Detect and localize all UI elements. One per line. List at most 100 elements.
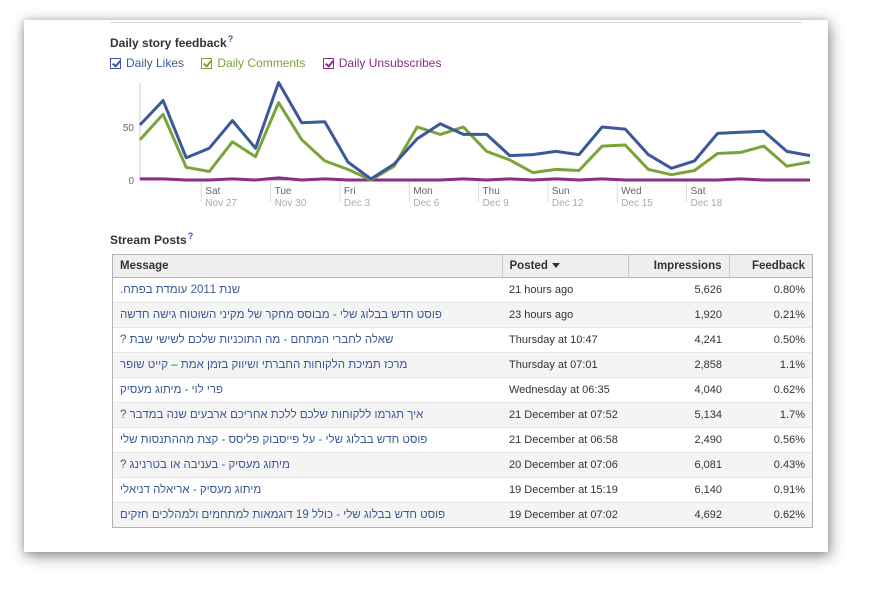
post-time: 21 December at 07:52 — [502, 402, 628, 428]
x-tick-day: Sun — [552, 186, 570, 197]
post-impressions: 5,134 — [628, 402, 729, 428]
post-time: Thursday at 07:01 — [502, 352, 628, 378]
legend-daily-likes[interactable]: Daily Likes — [110, 56, 184, 70]
series-line-daily-likes — [138, 81, 811, 181]
table-row: פרי לוי - מיתוג מעסיק Wednesday at 06:35 4… — [113, 377, 812, 403]
post-feedback: 0.80% — [729, 277, 812, 303]
table-row: מיתוג מעסיק - בעניבה או בטרנינג ? 20 Dece… — [113, 452, 812, 478]
x-tick-day: Wed — [621, 186, 641, 197]
x-tick-day: Sat — [205, 186, 220, 197]
series-line-daily-unsubscribes — [140, 176, 810, 182]
post-impressions: 4,040 — [628, 377, 729, 403]
sort-desc-icon — [551, 263, 560, 269]
post-time: 19 December at 15:19 — [502, 477, 628, 503]
stream-posts-table: Message Posted Impressions Feedback שנת … — [112, 254, 813, 528]
feedback-section-title: Daily story feedback? — [110, 34, 233, 50]
x-tick-day: Mon — [413, 186, 432, 197]
x-tick-date: Dec 15 — [621, 198, 653, 209]
x-tick-date: Dec 9 — [483, 198, 510, 209]
x-tick-date: Nov 27 — [205, 198, 237, 209]
table-row: פוסט חדש בבלוג שלי - כולל 19 דוגמאות למת… — [113, 502, 812, 527]
post-time: 19 December at 07:02 — [502, 502, 628, 527]
post-time: 21 December at 06:58 — [502, 427, 628, 453]
x-tick-date: Dec 18 — [690, 198, 722, 209]
post-impressions: 5,626 — [628, 277, 729, 303]
table-header-row: Message Posted Impressions Feedback — [113, 255, 812, 278]
col-message-label: Message — [120, 260, 169, 272]
x-tick-date: Dec 12 — [552, 198, 584, 209]
x-tick-date: Dec 6 — [413, 198, 440, 209]
y-tick-label: 0 — [128, 176, 134, 187]
post-message-link[interactable]: פרי לוי - מיתוג מעסיק — [113, 377, 502, 403]
table-row: מיתוג מעסיק - אריאלה דניאלי 19 December a… — [113, 477, 812, 503]
x-tick-day: Fri — [344, 186, 356, 197]
feedback-title: Daily story feedback — [110, 36, 227, 50]
col-posted-label: Posted — [509, 260, 548, 272]
post-message-link[interactable]: שנת 2011 עומדת בפתח. — [113, 277, 502, 303]
post-feedback: 1.1% — [729, 352, 812, 378]
col-impressions[interactable]: Impressions — [627, 255, 729, 278]
table-row: איך תגרמו ללקוחות שלכם ללכת אחריכם ארבעי… — [113, 402, 812, 428]
post-message-link[interactable]: פוסט חדש בבלוג שלי - מבוסס מחקר של מקיני… — [113, 302, 502, 328]
y-tick-label: 50 — [123, 123, 135, 134]
legend-daily-unsubscribes[interactable]: Daily Unsubscribes — [322, 56, 442, 70]
post-impressions: 4,692 — [628, 502, 729, 527]
post-message-link[interactable]: פוסט חדש בבלוג שלי - כולל 19 דוגמאות למת… — [113, 502, 502, 527]
post-feedback: 0.91% — [729, 477, 812, 503]
post-impressions: 6,140 — [628, 477, 729, 503]
legend-label: Daily Unsubscribes — [338, 56, 442, 70]
post-time: Thursday at 10:47 — [502, 327, 628, 353]
post-feedback: 0.56% — [729, 427, 812, 453]
feedback-help-link[interactable]: ? — [227, 34, 234, 44]
legend-label: Daily Likes — [126, 56, 185, 70]
legend-label: Daily Comments — [217, 56, 306, 70]
post-impressions: 6,081 — [628, 452, 729, 478]
unsubscribes-checkbox[interactable] — [322, 57, 334, 69]
post-feedback: 1.7% — [729, 402, 812, 428]
series-line-daily-comments — [138, 101, 811, 182]
stream-help-link[interactable]: ? — [187, 231, 194, 241]
post-message-link[interactable]: מיתוג מעסיק - אריאלה דניאלי — [113, 477, 502, 503]
post-feedback: 0.50% — [729, 327, 812, 353]
table-row: פוסט חדש בבלוג שלי - על פייסבוק פליסס - … — [113, 427, 812, 453]
col-message[interactable]: Message — [113, 255, 502, 278]
post-impressions: 4,241 — [628, 327, 729, 353]
col-posted[interactable]: Posted — [501, 255, 628, 278]
table-row: פוסט חדש בבלוג שלי - מבוסס מחקר של מקיני… — [113, 302, 812, 328]
x-tick-day: Thu — [483, 186, 500, 197]
col-feedback[interactable]: Feedback — [728, 255, 812, 278]
post-feedback: 0.21% — [729, 302, 812, 328]
legend-daily-comments[interactable]: Daily Comments — [201, 56, 305, 70]
col-feedback-label: Feedback — [751, 260, 805, 272]
comments-checkbox[interactable] — [201, 57, 213, 69]
post-impressions: 2,858 — [628, 352, 729, 378]
likes-checkbox[interactable] — [110, 57, 121, 69]
post-feedback: 0.43% — [729, 452, 812, 478]
post-time: 20 December at 07:06 — [502, 452, 628, 478]
post-feedback: 0.62% — [729, 502, 812, 527]
post-message-link[interactable]: שאלה לחברי המתחם - מה התוכניות שלכם לשיש… — [113, 327, 502, 353]
table-row: שנת 2011 עומדת בפתח. 21 hours ago 5,626 0.8… — [113, 277, 812, 303]
chart-legend: Daily Likes Daily Comments Daily Unsubsc… — [110, 56, 455, 72]
post-time: 23 hours ago — [502, 302, 628, 328]
post-feedback: 0.62% — [729, 377, 812, 403]
table-row: מרכז תמיכת הלקוחות החברתי ושיווק בזמן אמ… — [113, 352, 812, 378]
table-row: שאלה לחברי המתחם - מה התוכניות שלכם לשיש… — [113, 327, 812, 353]
post-message-link[interactable]: איך תגרמו ללקוחות שלכם ללכת אחריכם ארבעי… — [113, 402, 502, 428]
post-time: Wednesday at 06:35 — [502, 377, 628, 403]
stream-title: Stream Posts — [110, 233, 187, 247]
col-impressions-label: Impressions — [653, 260, 722, 272]
post-message-link[interactable]: פוסט חדש בבלוג שלי - על פייסבוק פליסס - … — [113, 427, 502, 453]
post-time: 21 hours ago — [502, 277, 628, 303]
post-impressions: 1,920 — [628, 302, 729, 328]
x-tick-date: Dec 3 — [344, 198, 371, 209]
post-message-link[interactable]: מיתוג מעסיק - בעניבה או בטרנינג ? — [113, 452, 502, 478]
post-message-link[interactable]: מרכז תמיכת הלקוחות החברתי ושיווק בזמן אמ… — [113, 352, 502, 378]
insights-panel: Daily story feedback? Daily Likes Daily … — [24, 20, 828, 552]
stream-section-title: Stream Posts? — [110, 231, 193, 247]
top-divider — [110, 22, 802, 23]
x-tick-day: Tue — [275, 186, 292, 197]
x-tick-date: Nov 30 — [275, 198, 307, 209]
x-tick-day: Sat — [690, 186, 705, 197]
